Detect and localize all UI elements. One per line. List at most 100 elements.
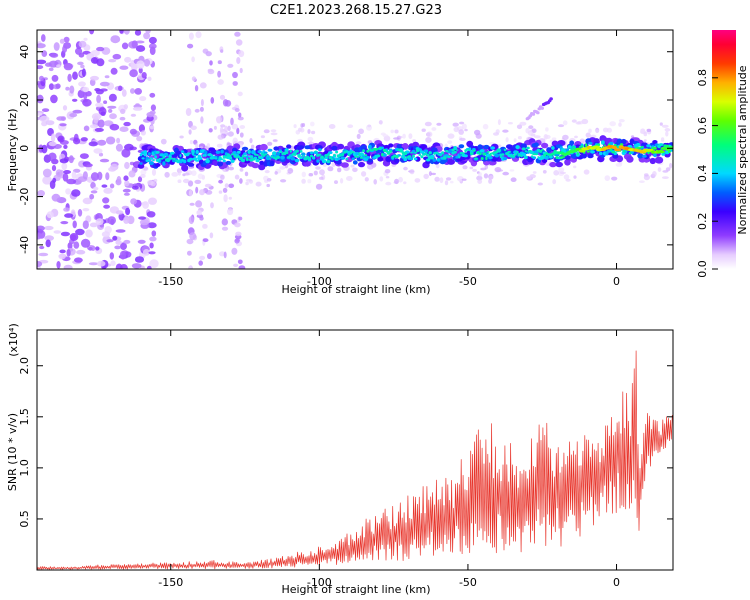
spectrogram-noise-blob bbox=[56, 116, 66, 121]
spectrogram-noise-blob bbox=[90, 57, 99, 64]
spectrogram-noise-blob bbox=[595, 129, 600, 133]
spectrogram-noise-blob bbox=[204, 183, 212, 188]
spectrogram-ridge-blob bbox=[280, 155, 285, 160]
spectrogram-noise-blob bbox=[213, 125, 217, 130]
spectrogram-noise-blob bbox=[575, 121, 581, 125]
spectrogram-noise-blob bbox=[41, 144, 48, 154]
spectrogram-noise-blob bbox=[62, 105, 68, 111]
spectrogram-noise-blob bbox=[115, 229, 126, 233]
spectrogram-frame bbox=[36, 29, 674, 270]
spectrogram-ridge-blob bbox=[326, 159, 331, 164]
spectrogram-x-tick-label: 0 bbox=[613, 275, 620, 288]
spectrogram-ridge-blob bbox=[376, 148, 380, 150]
spectrogram-ridge-blob bbox=[241, 146, 249, 151]
spectrogram-noise-blob bbox=[188, 129, 192, 135]
spectrogram-noise-blob bbox=[112, 235, 118, 241]
spectrogram-noise-blob bbox=[266, 183, 271, 188]
spectrogram-noise-blob bbox=[237, 116, 244, 121]
spectrogram-noise-blob bbox=[80, 238, 91, 248]
spectrogram-noise-blob bbox=[60, 221, 69, 225]
spectrogram-noise-blob bbox=[177, 179, 182, 183]
spectrogram-noise-blob bbox=[562, 134, 569, 141]
spectrogram-ridge-blob bbox=[432, 158, 437, 162]
spectrogram-noise-blob bbox=[153, 178, 158, 183]
spectrogram-ridge-blob bbox=[479, 149, 485, 153]
spectrogram-noise-blob bbox=[199, 255, 206, 260]
spectrogram-ridge-blob bbox=[546, 147, 552, 153]
snr-y-axis-title: SNR (10 * v/v) bbox=[6, 413, 19, 491]
spectrogram-ridge-blob bbox=[318, 153, 322, 156]
spectrogram-ridge-blob bbox=[477, 144, 483, 151]
spectrogram-noise-blob bbox=[71, 189, 81, 197]
spectrogram-noise-blob bbox=[544, 134, 551, 139]
spectrogram-ridge-blob bbox=[340, 162, 349, 168]
spectrogram-noise-blob bbox=[239, 132, 244, 138]
spectrogram-noise-blob bbox=[107, 105, 117, 109]
spectrogram-noise-blob bbox=[579, 138, 586, 144]
spectrogram-ridge-blob bbox=[237, 155, 240, 159]
spectrogram-noise-blob bbox=[59, 249, 66, 254]
spectrogram-noise-blob bbox=[37, 94, 44, 104]
spectrogram-noise-blob bbox=[138, 124, 145, 133]
spectrogram-noise-blob bbox=[482, 123, 489, 130]
spectrogram-noise-blob bbox=[234, 174, 240, 180]
spectrogram-noise-blob bbox=[42, 108, 50, 112]
spectrogram-ridge-blob bbox=[269, 160, 275, 167]
spectrogram-ridge-blob bbox=[658, 143, 664, 147]
spectrogram-ridge-blob bbox=[230, 153, 235, 156]
spectrogram-noise-blob bbox=[149, 125, 155, 130]
spectrogram-noise-blob bbox=[143, 58, 151, 67]
snr-x-tick-label: -100 bbox=[307, 576, 332, 589]
spectrogram-noise-blob bbox=[95, 102, 104, 108]
spectrogram-noise-blob bbox=[68, 155, 74, 164]
spectrogram-ridge-blob bbox=[399, 148, 403, 153]
spectrogram-noise-blob bbox=[53, 230, 62, 234]
spectrogram-noise-blob bbox=[669, 162, 673, 169]
spectrogram-noise-blob bbox=[221, 218, 228, 226]
spectrogram-noise-blob bbox=[131, 263, 142, 269]
spectrogram-ridge-blob bbox=[590, 150, 595, 154]
spectrogram-noise-blob bbox=[90, 190, 98, 194]
spectrogram-ridge-blob bbox=[354, 155, 357, 158]
spectrogram-ridge-blob bbox=[458, 156, 461, 159]
spectrogram-noise-blob bbox=[315, 166, 321, 170]
spectrogram-noise-blob bbox=[115, 240, 122, 245]
spectrogram-ridge-blob bbox=[627, 144, 633, 148]
spectrogram-noise-blob bbox=[136, 60, 145, 69]
spectrogram-ridge-blob bbox=[569, 140, 575, 146]
spectrogram-noise-blob bbox=[235, 39, 243, 46]
spectrogram-noise-blob bbox=[75, 47, 83, 55]
spectrogram-noise-blob bbox=[378, 120, 383, 125]
spectrogram-ridge-blob bbox=[264, 153, 268, 156]
spectrogram-secondary-blob bbox=[540, 106, 544, 110]
spectrogram-noise-blob bbox=[103, 120, 114, 127]
spectrogram-noise-blob bbox=[63, 264, 73, 269]
spectrogram-noise-blob bbox=[69, 233, 79, 241]
spectrogram-ridge-blob bbox=[499, 155, 503, 159]
spectrogram-ridge-blob bbox=[521, 147, 526, 151]
spectrogram-noise-blob bbox=[488, 175, 494, 180]
spectrogram-ridge-blob bbox=[636, 146, 640, 150]
spectrogram-noise-blob bbox=[652, 171, 657, 177]
spectrogram-noise-blob bbox=[101, 184, 108, 188]
spectrogram-noise-blob bbox=[228, 196, 232, 200]
spectrogram-ridge-blob bbox=[257, 150, 262, 154]
spectrogram-noise-blob bbox=[82, 98, 92, 107]
spectrogram-y-tick-label: -20 bbox=[18, 188, 31, 206]
spectrogram-noise-blob bbox=[267, 141, 273, 146]
spectrogram-noise-blob bbox=[239, 178, 243, 184]
spectrogram-noise-blob bbox=[263, 129, 270, 134]
spectrogram-ridge-blob bbox=[162, 155, 166, 159]
spectrogram-ridge-blob bbox=[415, 148, 420, 153]
spectrogram-noise-blob bbox=[44, 225, 54, 231]
spectrogram-noise-blob bbox=[115, 210, 124, 215]
spectrogram-noise-blob bbox=[426, 131, 433, 138]
spectrogram-marks bbox=[37, 30, 673, 269]
spectrogram-ridge-blob bbox=[368, 148, 371, 152]
spectrogram-ridge-blob bbox=[256, 154, 259, 157]
spectrogram-noise-blob bbox=[202, 238, 209, 243]
spectrogram-noise-blob bbox=[431, 127, 437, 131]
spectrogram-noise-blob bbox=[244, 171, 249, 177]
spectrogram-ridge-blob bbox=[410, 151, 413, 154]
spectrogram-ridge-blob bbox=[155, 158, 160, 162]
